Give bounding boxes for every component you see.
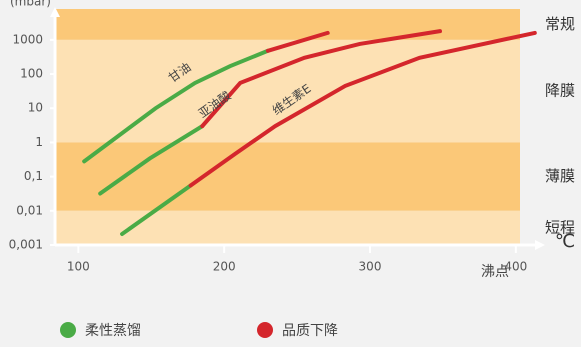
- y-tick-label: 1000: [12, 32, 43, 46]
- curve: [188, 30, 537, 188]
- y-tick-label: 10: [28, 101, 43, 115]
- x-axis-title: 沸点: [481, 264, 509, 280]
- x-tick-label: 400: [504, 260, 527, 274]
- curve: [265, 30, 330, 53]
- x-axis-label: ℃: [555, 231, 575, 252]
- band: [55, 9, 520, 40]
- band-label: 降膜: [545, 82, 575, 100]
- legend-label: 柔性蒸馏: [85, 323, 141, 339]
- band-label: 常规: [545, 15, 575, 33]
- band: [55, 210, 520, 245]
- y-axis-arrow: [50, 7, 60, 17]
- y-tick-label: 0,01: [16, 203, 43, 217]
- legend-marker: [257, 322, 273, 338]
- y-tick-label: 100: [20, 67, 43, 81]
- legend-marker: [60, 322, 76, 338]
- x-axis-arrow: [535, 240, 545, 250]
- curve: [200, 29, 442, 129]
- band-label: 薄膜: [545, 167, 575, 185]
- legend-label: 品质下降: [282, 323, 338, 339]
- y-tick-label: 0,001: [9, 238, 43, 252]
- y-tick-label: 0,1: [24, 169, 43, 183]
- curve: [82, 48, 270, 164]
- band-label: 短程: [545, 218, 575, 236]
- curve: [98, 124, 205, 196]
- y-axis-label: (mbar): [10, 0, 51, 9]
- band: [55, 142, 520, 211]
- x-tick-label: 300: [359, 260, 382, 274]
- x-tick-label: 100: [67, 260, 90, 274]
- band: [55, 39, 520, 143]
- curve: [120, 183, 193, 236]
- x-tick-label: 200: [213, 260, 236, 274]
- y-tick-label: 1: [35, 135, 43, 149]
